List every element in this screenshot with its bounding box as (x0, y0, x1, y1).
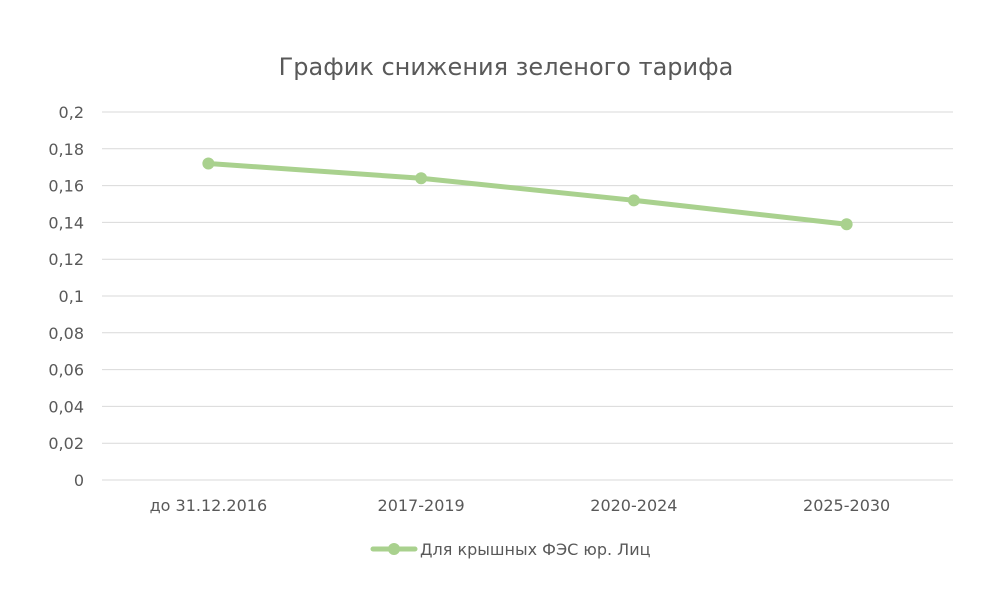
y-tick-label: 0,14 (48, 213, 84, 232)
data-point (840, 218, 853, 231)
y-tick-label: 0,12 (48, 250, 84, 269)
y-axis-tick-labels: 0 0,02 0,04 0,06 0,08 0,1 0,12 0,14 0,16 0,18 0,2 (48, 103, 84, 490)
legend: Для крышных ФЭС юр. Лиц (370, 540, 651, 559)
y-tick-label: 0,02 (48, 434, 84, 453)
data-point (627, 194, 640, 207)
x-tick-label: 2020-2024 (590, 496, 677, 515)
y-tick-label: 0,1 (59, 287, 84, 306)
y-tick-label: 0,18 (48, 140, 84, 159)
y-tick-label: 0,16 (48, 177, 84, 196)
y-tick-label: 0 (74, 471, 84, 490)
series-line (205, 161, 850, 227)
x-tick-label: до 31.12.2016 (150, 496, 268, 515)
chart-title: График снижения зеленого тарифа (279, 53, 734, 81)
legend-marker (388, 543, 400, 555)
gridlines (102, 111, 953, 481)
y-tick-label: 0,04 (48, 397, 84, 416)
data-point (202, 157, 215, 170)
data-point (415, 172, 428, 185)
legend-label: Для крышных ФЭС юр. Лиц (420, 540, 651, 559)
x-tick-label: 2017-2019 (378, 496, 465, 515)
y-tick-label: 0,06 (48, 361, 84, 380)
y-tick-label: 0,2 (59, 103, 84, 122)
series-layer (202, 157, 853, 231)
y-tick-label: 0,08 (48, 324, 84, 343)
x-axis-tick-labels: до 31.12.2016 2017-2019 2020-2024 2025-2030 (150, 496, 891, 515)
x-tick-label: 2025-2030 (803, 496, 890, 515)
